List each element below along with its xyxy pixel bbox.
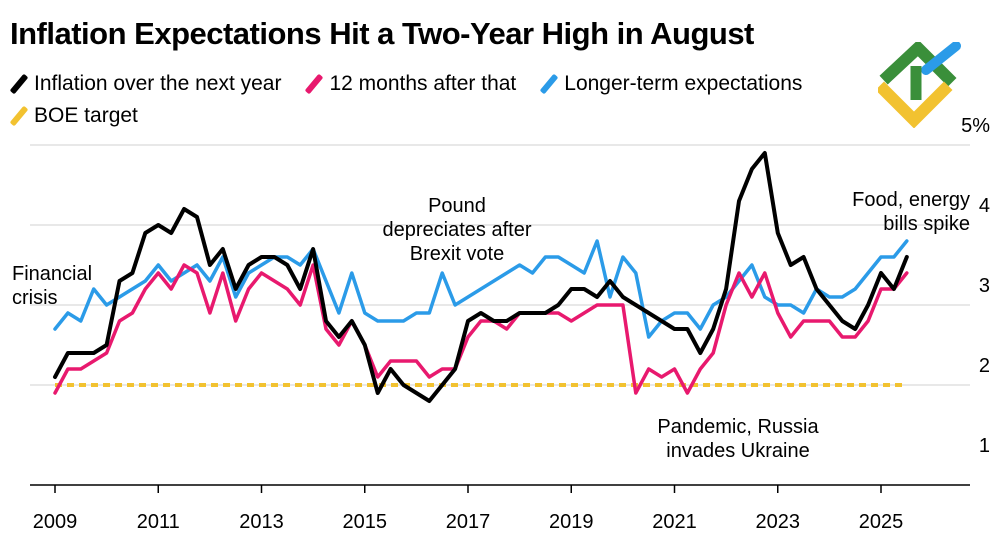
legend-item-next-year[interactable]: Inflation over the next year bbox=[9, 72, 282, 96]
logo-yellow-stroke bbox=[878, 81, 953, 128]
x-tick-label-2009: 2009 bbox=[33, 511, 78, 533]
series-12-months-line bbox=[53, 263, 909, 395]
annotation-brexit-line-3: Brexit vote bbox=[410, 243, 504, 265]
gridlines bbox=[30, 144, 970, 386]
x-tick-label-2021: 2021 bbox=[652, 511, 697, 533]
x-tick-label-2019: 2019 bbox=[549, 511, 594, 533]
annotation-brexit-line-2: depreciates after bbox=[383, 219, 532, 241]
x-tick-label-2013: 2013 bbox=[239, 511, 284, 533]
x-axis: 2009 2011 2013 2015 2017 2019 2021 2023 2025 bbox=[30, 484, 970, 533]
annotation-financial-crisis-line-2: crisis bbox=[12, 287, 58, 309]
legend-label-12-months: 12 months after that bbox=[329, 72, 517, 95]
y-tick-label-4: 4 bbox=[979, 195, 990, 217]
y-tick-label-3: 3 bbox=[979, 275, 990, 297]
legend-item-12-months[interactable]: 12 months after that bbox=[305, 72, 517, 96]
logo-green-stroke bbox=[879, 42, 957, 87]
annotation-pandemic-line-1: Pandemic, Russia bbox=[657, 416, 819, 438]
annotation-pandemic-line-2: invades Ukraine bbox=[666, 440, 809, 462]
annotation-food-energy-line-1: Food, energy bbox=[852, 189, 970, 211]
x-tick-label-2015: 2015 bbox=[343, 511, 388, 533]
annotation-financial-crisis-line-1: Financial bbox=[12, 263, 92, 285]
annotation-food-energy-line-2: bills spike bbox=[883, 213, 970, 235]
y-tick-label-2: 2 bbox=[979, 355, 990, 377]
logo-blue-stroke bbox=[921, 42, 961, 75]
y-tick-label-5: 5% bbox=[961, 115, 990, 137]
x-tick-label-2025: 2025 bbox=[859, 511, 904, 533]
x-tick-label-2017: 2017 bbox=[446, 511, 491, 533]
legend-item-longer-term[interactable]: Longer-term expectations bbox=[539, 72, 803, 96]
series-next-year-line bbox=[53, 151, 909, 403]
y-tick-label-1: 1 bbox=[979, 435, 990, 457]
legend-item-boe-target[interactable]: BOE target bbox=[9, 104, 138, 128]
series-lines bbox=[53, 151, 909, 403]
y-axis-tick-labels: 1 2 3 4 5% bbox=[961, 115, 990, 457]
legend-label-longer-term: Longer-term expectations bbox=[564, 72, 803, 95]
brand-logo bbox=[878, 42, 961, 128]
x-tick-label-2011: 2011 bbox=[137, 511, 180, 533]
series-longer-term-line bbox=[53, 239, 909, 339]
chart-legend: Inflation over the next year 12 months a… bbox=[9, 68, 892, 132]
legend-label-next-year: Inflation over the next year bbox=[34, 72, 282, 95]
chart-title: Inflation Expectations Hit a Two-Year Hi… bbox=[10, 16, 754, 51]
annotation-brexit-line-1: Pound bbox=[428, 195, 486, 217]
x-tick-label-2023: 2023 bbox=[756, 511, 801, 533]
legend-label-boe-target: BOE target bbox=[34, 104, 138, 127]
